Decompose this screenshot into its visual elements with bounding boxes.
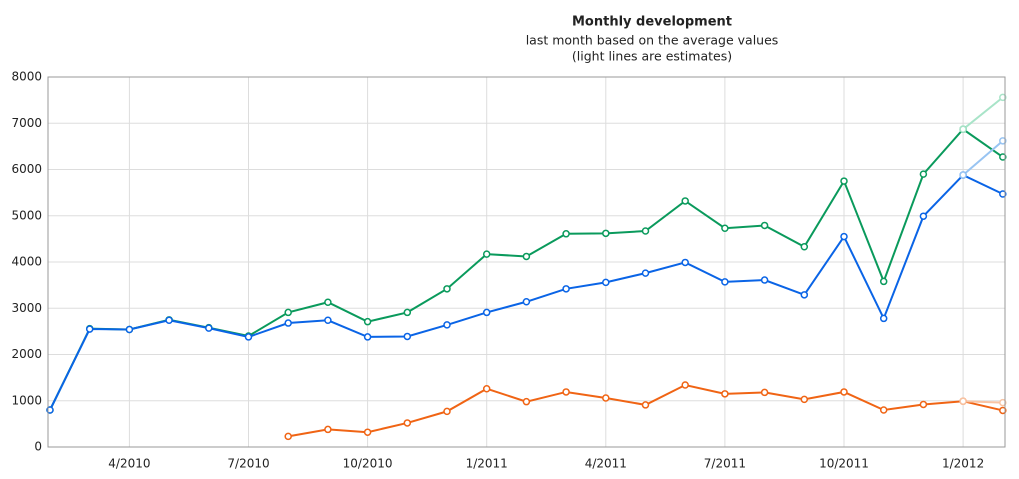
data-point (999, 153, 1007, 161)
data-point (443, 321, 451, 329)
data-point (919, 212, 928, 220)
chart-title: Monthly development (572, 15, 732, 30)
data-point (403, 332, 412, 341)
x-tick-label: 4/2010 (108, 457, 150, 471)
plot-border (47, 76, 1006, 448)
data-point (999, 406, 1007, 415)
data-point (721, 390, 729, 398)
data-point (840, 177, 848, 185)
data-point (363, 333, 372, 341)
data-point (284, 432, 292, 441)
y-tick-label: 1000 (11, 393, 42, 407)
data-point (999, 93, 1007, 102)
data-point (125, 325, 134, 334)
data-point (641, 227, 650, 235)
y-tick-label: 6000 (11, 162, 42, 176)
data-point (522, 252, 531, 261)
data-point (999, 398, 1007, 407)
data-point (879, 314, 888, 323)
y-tick-label: 3000 (11, 301, 42, 315)
x-tick-label: 10/2011 (819, 457, 869, 471)
data-point (482, 308, 491, 317)
data-point (443, 285, 451, 293)
data-point (760, 276, 769, 284)
series-line (963, 400, 1003, 404)
data-point (522, 397, 531, 406)
data-point (840, 232, 848, 241)
y-tick-label: 7000 (11, 116, 42, 130)
series-line (49, 173, 1004, 411)
x-tick-label: 7/2010 (227, 457, 269, 471)
plot (46, 93, 1007, 441)
y-tick-label: 5000 (11, 208, 42, 222)
data-point (602, 394, 610, 402)
data-point (324, 298, 332, 306)
data-point (681, 381, 689, 389)
x-tick-label: 1/2011 (466, 457, 508, 471)
data-point (919, 400, 928, 409)
data-point (363, 317, 372, 326)
grid (48, 76, 1005, 448)
data-point (800, 395, 809, 404)
data-point (800, 291, 809, 299)
data-point (324, 316, 332, 325)
data-point (562, 230, 570, 238)
data-point (443, 407, 451, 416)
chart-subtitle: last month based on the average values (526, 33, 779, 48)
data-point (959, 397, 967, 405)
series-line (962, 140, 1004, 176)
x-tick-label: 4/2011 (585, 457, 627, 471)
data-point (165, 316, 173, 325)
data-point (403, 419, 412, 427)
chart-subtitle: (light lines are estimates) (572, 49, 732, 64)
data-point (562, 285, 570, 293)
data-point (999, 137, 1007, 145)
data-point (879, 406, 888, 414)
data-point (919, 170, 928, 178)
data-point (284, 308, 292, 317)
data-point (482, 250, 491, 258)
data-point (760, 388, 769, 397)
data-point (641, 401, 650, 409)
data-point (284, 319, 292, 327)
data-point (205, 324, 213, 332)
data-point (324, 425, 332, 434)
series-line (962, 96, 1004, 131)
data-point (681, 197, 689, 205)
data-point (879, 277, 888, 286)
data-point (85, 325, 94, 333)
y-tick-label: 4000 (11, 255, 42, 269)
data-point (721, 224, 729, 232)
y-tick-label: 2000 (11, 347, 42, 361)
data-point (721, 278, 729, 286)
data-point (403, 308, 412, 317)
data-point (681, 258, 689, 267)
data-point (602, 278, 610, 287)
data-point (522, 298, 531, 306)
y-tick-label: 0 (34, 440, 42, 454)
data-point (999, 190, 1007, 198)
data-point (800, 242, 809, 251)
x-tick-label: 10/2010 (343, 457, 393, 471)
data-point (244, 333, 253, 341)
data-point (641, 269, 650, 277)
data-point (562, 388, 570, 396)
data-point (482, 384, 491, 393)
data-point (760, 221, 769, 230)
data-point (602, 229, 610, 238)
y-tick-label: 8000 (11, 70, 42, 84)
data-point (840, 388, 848, 396)
data-point (363, 428, 372, 436)
data-point (959, 171, 967, 179)
x-tick-label: 7/2011 (704, 457, 746, 471)
x-tick-label: 1/2012 (942, 457, 984, 471)
data-point (959, 125, 967, 134)
series-line (288, 383, 1004, 438)
